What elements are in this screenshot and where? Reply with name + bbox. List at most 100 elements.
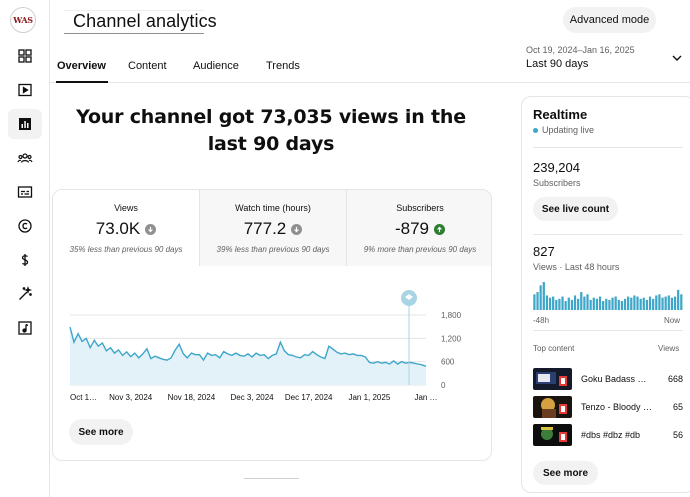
metric-value-row: -879: [347, 219, 491, 239]
customization-icon[interactable]: [8, 279, 42, 309]
views-headline: Your channel got 73,035 views in the las…: [76, 106, 466, 155]
arrow-down-icon: [145, 223, 157, 235]
realtime-bar: [567, 297, 570, 310]
x-tick-label: Jan …: [414, 393, 437, 402]
realtime-bar: [589, 299, 592, 310]
tab-overview[interactable]: Overview: [57, 60, 106, 72]
views-line-chart[interactable]: 1,800 1,200 600 0 Oct 1… Nov 3, 2024 Nov 18, 2…: [53, 285, 492, 410]
realtime-bar: [573, 295, 577, 310]
divider: [533, 330, 683, 331]
analytics-icon[interactable]: [8, 109, 42, 139]
realtime-views-label: Views · Last 48 hours: [533, 262, 620, 272]
realtime-title: Realtime: [533, 107, 588, 122]
realtime-bar: [627, 296, 630, 310]
top-content-item[interactable]: Goku Badass … 668: [533, 368, 683, 390]
tab-audience[interactable]: Audience: [193, 60, 239, 72]
live-status-text: Updating live: [542, 125, 595, 135]
marker-glyph: [405, 294, 413, 300]
channel-avatar[interactable]: WAS: [10, 7, 36, 33]
metric-tabs: Views 73.0K 35% less than previous 90 da…: [53, 190, 491, 266]
realtime-bar: [655, 295, 658, 310]
realtime-bar: [598, 296, 602, 310]
metric-value: 73.0K: [95, 219, 141, 238]
video-title: Goku Badass …: [581, 374, 647, 384]
top-content-item[interactable]: #dbs #dbz #db 56: [533, 424, 683, 446]
realtime-see-more-button[interactable]: See more: [533, 461, 598, 485]
metric-label: Watch time (hours): [235, 203, 311, 213]
y-tick-label: 0: [441, 381, 446, 390]
channel-logo-text: WAS: [13, 15, 33, 25]
active-tab-indicator: [56, 81, 108, 83]
video-views: 56: [672, 430, 683, 440]
video-title: Tenzo - Bloody …: [581, 402, 651, 412]
metric-comparison: 9% more than previous 90 days: [363, 245, 477, 254]
realtime-bar: [677, 289, 680, 310]
top-content-item[interactable]: Tenzo - Bloody … 65: [533, 396, 683, 418]
date-range-text[interactable]: Oct 19, 2024–Jan 16, 2025: [526, 45, 635, 55]
y-tick-label: 600: [441, 358, 455, 367]
metric-views[interactable]: Views 73.0K 35% less than previous 90 da…: [53, 190, 199, 266]
realtime-card: Realtime Updating live 239,204 Subscribe…: [521, 96, 690, 493]
audio-library-icon[interactable]: [8, 313, 42, 343]
realtime-bar: [602, 301, 605, 310]
realtime-bar: [658, 294, 661, 310]
live-dot-icon: [533, 127, 538, 133]
date-range-label[interactable]: Last 90 days: [526, 58, 589, 70]
divider: [533, 147, 683, 148]
realtime-bar: [648, 296, 652, 310]
realtime-bar: [673, 296, 677, 310]
realtime-bar: [645, 299, 649, 310]
copyright-icon[interactable]: [8, 211, 42, 241]
realtime-bar: [680, 294, 683, 310]
chevron-down-icon[interactable]: [671, 53, 683, 63]
axis-end-label: Now: [664, 316, 681, 325]
realtime-bar: [542, 282, 545, 310]
earn-icon[interactable]: [8, 245, 42, 275]
video-views: 65: [672, 402, 683, 412]
realtime-bar: [533, 294, 536, 310]
dashboard-icon[interactable]: [8, 41, 42, 71]
realtime-bar-chart[interactable]: [533, 282, 683, 310]
advanced-mode-button[interactable]: Advanced mode: [563, 7, 656, 33]
metric-subscribers[interactable]: Subscribers -879 9% more than previous 9…: [346, 190, 491, 266]
realtime-bar: [561, 296, 564, 310]
realtime-bar: [617, 299, 620, 310]
y-tick-label: 1,200: [441, 334, 462, 343]
realtime-bar: [611, 297, 614, 310]
realtime-bar: [577, 298, 580, 310]
video-thumbnail: [533, 396, 572, 418]
metric-value: 777.2: [243, 219, 287, 238]
axis-start-label: -48h: [533, 316, 550, 325]
realtime-bar: [605, 298, 608, 310]
metric-label: Views: [114, 203, 138, 213]
views-series-line: [69, 326, 427, 367]
realtime-bar: [558, 298, 561, 310]
x-tick-label: Jan 1, 2025: [348, 393, 390, 402]
metric-watch-time[interactable]: Watch time (hours) 777.2 39% less than p…: [199, 190, 346, 266]
metric-value: -879: [394, 219, 430, 238]
x-tick-label: Dec 17, 2024: [285, 393, 333, 402]
content-icon[interactable]: [8, 75, 42, 105]
tab-trends[interactable]: Trends: [266, 60, 300, 72]
realtime-bar: [639, 298, 642, 310]
metric-label: Subscribers: [396, 203, 444, 213]
x-tick-label: Nov 18, 2024: [168, 393, 216, 402]
realtime-bar: [630, 297, 633, 310]
realtime-bar: [555, 299, 558, 310]
realtime-bar: [570, 299, 574, 310]
see-live-count-button[interactable]: See live count: [533, 197, 618, 221]
tab-content[interactable]: Content: [128, 60, 167, 72]
subtitles-icon[interactable]: [8, 177, 42, 207]
views-column-label: Views: [658, 344, 680, 353]
y-tick-label: 1,800: [441, 311, 462, 320]
realtime-bar: [580, 292, 583, 310]
title-frame: [64, 10, 204, 34]
realtime-bar: [586, 294, 589, 310]
see-more-button[interactable]: See more: [69, 419, 133, 445]
realtime-bar: [583, 296, 586, 310]
video-thumbnail: [533, 368, 572, 390]
realtime-bar: [664, 296, 667, 310]
realtime-bar: [536, 292, 539, 310]
video-title: #dbs #dbz #db: [581, 430, 641, 440]
community-icon[interactable]: [8, 143, 42, 173]
